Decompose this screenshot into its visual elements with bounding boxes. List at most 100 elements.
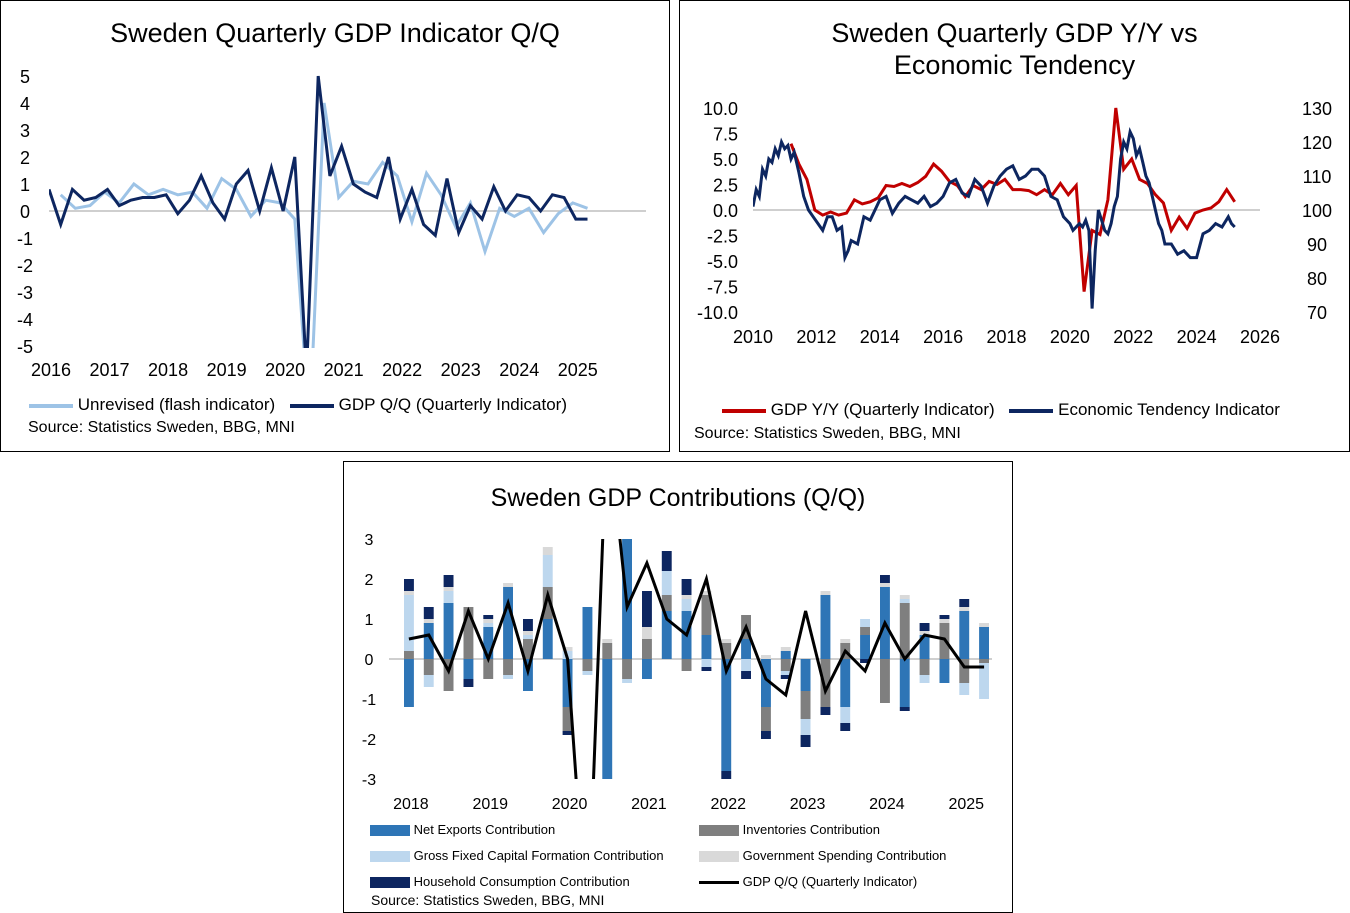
yy-line-gdp (789, 107, 1236, 292)
qq-x-tick: 2025 (558, 360, 598, 380)
yy-x-tick: 2024 (1177, 327, 1217, 347)
yy-line-eti (753, 126, 1236, 309)
contrib-bar (503, 675, 513, 679)
contrib-bar (602, 639, 613, 643)
contrib-bar (860, 619, 870, 627)
contrib-bar (701, 595, 712, 635)
contrib-bar (404, 659, 414, 707)
contrib-bar (741, 639, 751, 659)
qq-y-tick: 5 (20, 67, 30, 87)
contrib-bar (523, 619, 533, 631)
contrib-line-gdp (408, 539, 985, 779)
contrib-bar (979, 663, 989, 699)
contrib-bar (681, 579, 692, 595)
yy-left-tick: 5.0 (713, 150, 738, 170)
legend-item-gfcf: Gross Fixed Capital Formation Contributi… (370, 848, 664, 863)
contrib-bar (423, 675, 434, 687)
yy-chart-plot: 10.0 7.5 5.0 2.5 0.0 -2.5 -5.0 -7.5 -10.0 130 120 1… (697, 99, 1332, 347)
qq-chart-panel: Sweden Quarterly GDP Indicator Q/Q 5 4 3 2 1… (0, 0, 670, 452)
contrib-bar (463, 607, 474, 659)
contrib-bar (741, 671, 751, 679)
legend-label-gdp-yy: GDP Y/Y (Quarterly Indicator) (770, 400, 995, 419)
qq-y-tick: 0 (20, 202, 30, 222)
contrib-bar (423, 623, 434, 659)
contrib-bar (701, 635, 712, 659)
qq-y-tick: -5 (17, 337, 33, 357)
qq-series-group (49, 75, 589, 348)
contrib-bar (622, 679, 632, 683)
contrib-bar (880, 575, 890, 583)
contrib-bar (800, 719, 811, 735)
contrib-bar (681, 595, 692, 599)
qq-y-tick: 4 (20, 94, 30, 114)
contrib-x-tick: 2021 (631, 796, 667, 813)
yy-left-tick: 0.0 (713, 201, 738, 221)
contrib-bar (483, 627, 494, 659)
contrib-bar (919, 635, 930, 659)
yy-title-line-2: Economic Tendency (893, 50, 1136, 80)
contrib-bar (899, 659, 910, 707)
yy-x-tick: 2014 (860, 327, 900, 347)
contrib-bar (860, 627, 870, 635)
contrib-bar (860, 659, 870, 663)
contrib-bar (503, 583, 513, 587)
contrib-y-tick: -1 (362, 692, 376, 709)
contrib-bar (622, 527, 632, 539)
contrib-bar (463, 659, 474, 679)
contrib-bar (562, 707, 573, 731)
qq-y-tick: 2 (20, 148, 30, 168)
contrib-bar (582, 607, 593, 659)
contrib-chart-panel: Sweden GDP Contributions (Q/Q) 3 2 1 0 -1 -2 -… (343, 461, 1013, 913)
yy-right-tick: 120 (1302, 133, 1332, 153)
contrib-bar (681, 599, 692, 611)
yy-title-line-1: Sweden Quarterly GDP Y/Y vs (831, 18, 1198, 48)
contrib-bar (761, 655, 771, 659)
contrib-y-tick: 3 (365, 532, 374, 549)
qq-chart-plot: 5 4 3 2 1 0 -1 -2 -3 -4 -5 2016 2017 2018 2019 2020 2021… (17, 67, 646, 380)
contrib-bar (642, 627, 652, 639)
yy-right-tick: 100 (1302, 201, 1332, 221)
contrib-bar (741, 659, 751, 671)
legend-item-unrevised: Unrevised (flash indicator) (29, 395, 275, 414)
contrib-bar (701, 667, 712, 671)
contrib-bar (423, 619, 434, 623)
legend-item-gdp-qq: GDP Q/Q (Quarterly Indicator) (289, 395, 567, 414)
contrib-bar (582, 659, 593, 671)
yy-left-tick: -2.5 (707, 227, 738, 247)
contrib-bar (820, 659, 831, 707)
contrib-bar (423, 659, 434, 675)
contrib-bar (899, 707, 910, 711)
contrib-x-tick: 2024 (869, 796, 905, 813)
contrib-bar (880, 583, 890, 587)
legend-item-government: Government Spending Contribution (699, 848, 946, 863)
qq-x-tick: 2016 (31, 360, 71, 380)
contrib-bar (761, 731, 771, 739)
contrib-bar (602, 659, 613, 779)
contrib-bar (483, 615, 494, 619)
contrib-bar (602, 819, 612, 843)
contrib-bar (899, 599, 910, 603)
contrib-bar (959, 599, 970, 607)
qq-y-tick: -2 (17, 256, 33, 276)
contrib-bar (483, 619, 494, 623)
contrib-bar (562, 659, 573, 707)
contrib-bar (542, 555, 553, 587)
contrib-x-tick: 2018 (393, 796, 429, 813)
contrib-bar (899, 595, 910, 599)
legend-item-gdp-yy: GDP Y/Y (Quarterly Indicator) (722, 400, 995, 419)
qq-y-tick: 1 (20, 175, 30, 195)
yy-left-tick: -10.0 (697, 303, 738, 323)
contrib-bar (542, 587, 553, 619)
legend-item-net-exports: Net Exports Contribution (370, 822, 555, 837)
contrib-bar (780, 675, 791, 679)
legend-label-net-exports: Net Exports Contribution (413, 822, 556, 837)
contrib-bar (761, 659, 771, 707)
contrib-bar (939, 615, 950, 619)
contrib-source: Source: Statistics Sweden, BBG, MNI (371, 892, 605, 908)
qq-x-tick: 2020 (265, 360, 305, 380)
contrib-bar (602, 643, 613, 659)
contrib-y-tick: 1 (365, 612, 374, 629)
qq-legend: Unrevised (flash indicator) GDP Q/Q (Qua… (29, 395, 567, 415)
contrib-bar (661, 571, 672, 595)
qq-x-tick: 2019 (207, 360, 247, 380)
